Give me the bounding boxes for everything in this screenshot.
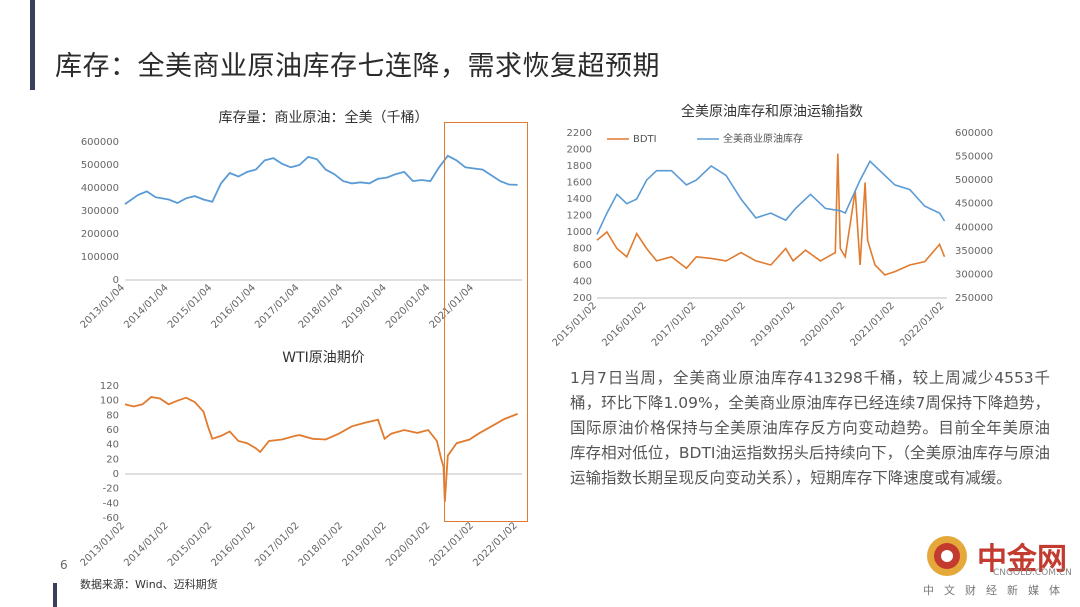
y-left-tick-label: 800 (573, 244, 592, 255)
y-tick-label: 100000 (81, 252, 119, 263)
inventory-bdti-chart: 全美原油库存和原油运输指数 200 400 600 800 1000 1200 1400 160… (551, 103, 994, 349)
x-tick-label: 2013/01/04 (79, 282, 128, 331)
x-tick-label: 2019/01/04 (340, 282, 389, 331)
y-tick-label: 200000 (81, 229, 119, 240)
y-right-tick-label: 450000 (955, 199, 993, 210)
x-tick-label: 2018/01/02 (297, 520, 346, 569)
series-line (596, 159, 946, 235)
y-tick-label: -60 (103, 513, 119, 524)
x-tick-label: 2015/01/02 (551, 300, 600, 349)
source-note: 数据来源：Wind、迈科期货 (80, 578, 218, 591)
chart-title: WTI原油期价 (282, 350, 365, 366)
y-right-tick-label: 300000 (955, 269, 993, 280)
y-tick-label: 600000 (81, 137, 119, 148)
watermark-tagline: 中文财经新媒体 (923, 584, 1070, 597)
watermark: 中金网 CNGOLD.COM.CN 中文财经新媒体 (905, 532, 1075, 604)
x-tick-label: 2019/01/02 (749, 300, 798, 349)
x-tick-label: 2014/01/02 (122, 520, 171, 569)
legend-label: 全美商业原油库存 (723, 132, 803, 145)
x-tick-label: 2022/01/02 (898, 300, 947, 349)
page-number: 6 (60, 558, 68, 572)
y-tick-label: 0 (113, 275, 119, 286)
y-left-tick-label: 200 (573, 293, 592, 304)
x-tick-label: 2013/01/02 (79, 520, 128, 569)
summary-text: 1月7日当周，全美商业原油库存413298千桶，较上周减少4553千桶，环比下降… (570, 366, 1050, 491)
footer-accent-bar (53, 583, 57, 607)
y-tick-label: 20 (106, 454, 119, 465)
y-right-tick-label: 250000 (955, 293, 993, 304)
x-tick-label: 2021/01/02 (848, 300, 897, 349)
x-tick-label: 2020/01/02 (384, 520, 433, 569)
series-line (596, 153, 946, 276)
page-title: 库存：全美商业原油库存七连降，需求恢复超预期 (55, 51, 660, 82)
y-left-tick-label: 2200 (567, 128, 592, 139)
y-right-tick-label: 600000 (955, 128, 993, 139)
x-tick-label: 2017/01/04 (253, 282, 302, 331)
x-tick-label: 2014/01/04 (122, 282, 171, 331)
chart-title: 全美原油库存和原油运输指数 (681, 103, 863, 120)
x-tick-label: 2020/01/04 (384, 282, 433, 331)
y-right-tick-label: 350000 (955, 246, 993, 257)
y-left-tick-label: 1200 (567, 211, 592, 222)
y-tick-label: 120 (100, 381, 119, 392)
x-tick-label: 2017/01/02 (650, 300, 699, 349)
y-tick-label: -40 (103, 498, 119, 509)
y-tick-label: 40 (106, 440, 119, 451)
x-tick-label: 2020/01/02 (799, 300, 848, 349)
x-tick-label: 2021/01/02 (428, 520, 477, 569)
y-tick-label: 60 (106, 425, 119, 436)
watermark-url: CNGOLD.COM.CN (993, 568, 1072, 578)
series-line (124, 154, 518, 205)
x-tick-label: 2019/01/02 (340, 520, 389, 569)
legend-label: BDTI (633, 134, 657, 145)
y-left-tick-label: 1000 (567, 227, 592, 238)
x-tick-label: 2018/01/02 (700, 300, 749, 349)
chart-title: 库存量：商业原油：全美（千桶） (219, 109, 429, 126)
x-tick-label: 2016/01/02 (209, 520, 258, 569)
y-tick-label: 300000 (81, 206, 119, 217)
summary-paragraph: 1月7日当周，全美商业原油库存413298千桶，较上周减少4553千桶，环比下降… (570, 369, 1050, 487)
x-tick-label: 2022/01/02 (471, 520, 520, 569)
y-tick-label: 400000 (81, 183, 119, 194)
y-tick-label: 500000 (81, 160, 119, 171)
x-tick-label: 2017/01/02 (253, 520, 302, 569)
y-left-tick-label: 600 (573, 260, 592, 271)
y-tick-label: 80 (106, 410, 119, 421)
y-tick-label: 0 (113, 469, 119, 480)
x-tick-label: 2016/01/04 (209, 282, 258, 331)
y-tick-label: 100 (100, 396, 119, 407)
y-right-tick-label: 500000 (955, 175, 993, 186)
y-left-tick-label: 1600 (567, 178, 592, 189)
x-tick-label: 2018/01/04 (297, 282, 346, 331)
inventory-chart: 库存量：商业原油：全美（千桶） 0 100000 200000 300000 400000… (79, 109, 522, 331)
y-left-tick-label: 400 (573, 277, 592, 288)
cngold-logo-icon (927, 536, 967, 576)
y-left-tick-label: 1400 (567, 194, 592, 205)
title-accent-bar (30, 0, 35, 90)
x-tick-label: 2016/01/02 (600, 300, 649, 349)
y-tick-label: -20 (103, 484, 119, 495)
x-tick-label: 2015/01/04 (166, 282, 215, 331)
y-right-tick-label: 550000 (955, 152, 993, 163)
x-tick-label: 2015/01/02 (166, 520, 215, 569)
watermark-name: 中金网 (977, 542, 1067, 577)
highlight-box (444, 122, 528, 522)
y-left-tick-label: 2000 (567, 145, 592, 156)
y-right-tick-label: 400000 (955, 222, 993, 233)
y-left-tick-label: 1800 (567, 161, 592, 172)
